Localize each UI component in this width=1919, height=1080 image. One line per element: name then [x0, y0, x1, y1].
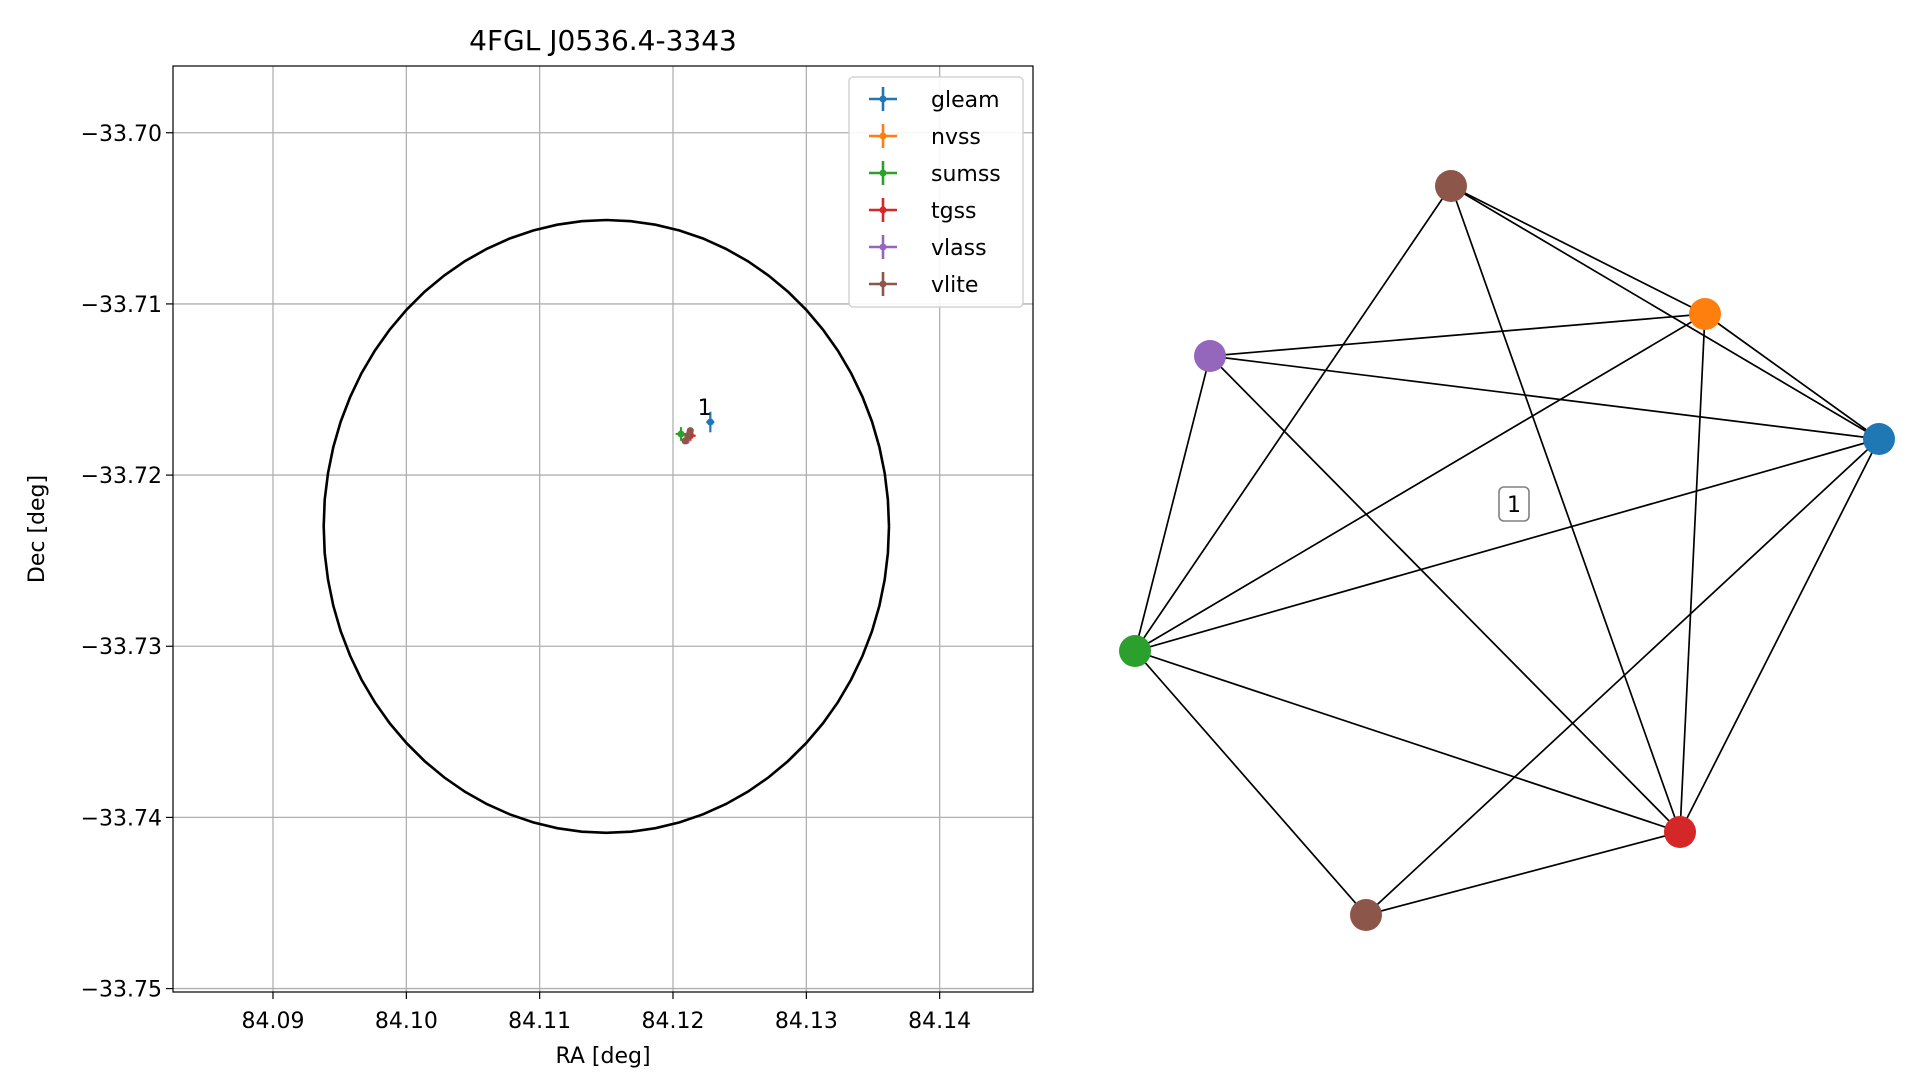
graph-edge [1450, 185, 1880, 440]
graph-edge [1365, 831, 1681, 916]
x-tick-label: 84.14 [908, 1009, 971, 1034]
legend-label: vlass [931, 236, 987, 261]
graph-node-blue [1863, 423, 1895, 455]
y-tick-label: −33.72 [81, 464, 162, 489]
graph-node-green [1119, 635, 1151, 667]
graph-edge [1209, 355, 1681, 833]
legend-label: gleam [931, 88, 1000, 113]
x-ticks: 84.09 84.10 84.11 84.12 84.13 84.14 [242, 992, 971, 1034]
legend-entry-sumss: sumss [869, 161, 1001, 187]
y-tick-label: −33.70 [81, 122, 162, 147]
graph-edge [1134, 650, 1681, 833]
point-sumss [675, 427, 687, 441]
graph-node-purple [1194, 340, 1226, 372]
network-graph: 1 [1119, 170, 1895, 931]
graph-edge [1679, 438, 1880, 833]
graph-edge [1209, 313, 1706, 357]
legend-label: vlite [931, 273, 978, 298]
graph-node-brown-top [1435, 170, 1467, 202]
x-axis-label: RA [deg] [555, 1044, 650, 1069]
point-annotation: 1 [698, 396, 712, 421]
annotations: 1 [698, 396, 712, 421]
extra-point [686, 427, 694, 435]
graph-edge [1704, 313, 1880, 440]
y-tick-label: −33.71 [81, 293, 162, 318]
plot-frame [172, 65, 1034, 993]
x-tick-label: 84.13 [775, 1009, 838, 1034]
graph-edge [1365, 438, 1880, 916]
x-tick-label: 84.09 [242, 1009, 305, 1034]
point-gleam [706, 411, 715, 433]
legend-entry-gleam: gleam [869, 87, 1000, 113]
legend-entry-nvss: nvss [869, 124, 981, 150]
chart-title: 4FGL J0536.4-3343 [469, 24, 737, 57]
y-tick-label: −33.73 [81, 635, 162, 660]
legend-label: tgss [931, 199, 977, 224]
scatter-plot: 1 84.09 84.10 84.11 84.12 84.13 84.14 −33.70−… [25, 24, 1034, 1069]
legend-entry-tgss: tgss [869, 198, 977, 224]
graph-node-red [1664, 816, 1696, 848]
legend-label: sumss [931, 162, 1001, 187]
graph-edge [1134, 185, 1452, 652]
grid [173, 66, 1033, 992]
graph-edge [1134, 355, 1211, 652]
y-tick-label: −33.74 [81, 806, 162, 831]
legend-entry-vlite: vlite [869, 272, 978, 298]
x-tick-label: 84.12 [642, 1009, 705, 1034]
legend: gleam nvss sumss tgss vlass vlite [848, 76, 1024, 308]
x-tick-label: 84.10 [375, 1009, 438, 1034]
y-axis-label: Dec [deg] [25, 475, 50, 583]
graph-label-text: 1 [1507, 493, 1521, 518]
x-tick-label: 84.11 [508, 1009, 571, 1034]
graph-node-brown-bottom [1350, 899, 1382, 931]
graph-edge [1679, 313, 1706, 833]
data-points [675, 411, 715, 445]
graph-nodes [1119, 170, 1895, 931]
y-tick-label: −33.75 [81, 978, 162, 1003]
graph-edge [1134, 650, 1367, 916]
graph-node-orange [1689, 298, 1721, 330]
uncertainty-ellipse [322, 218, 891, 835]
graph-edge [1209, 355, 1880, 440]
legend-frame [848, 76, 1024, 308]
graph-edge [1134, 313, 1706, 652]
y-ticks: −33.70 −33.71 −33.72 −33.73 −33.74 −33.75 [81, 122, 173, 1003]
graph-edge [1450, 185, 1706, 315]
ellipse-outline [322, 218, 891, 835]
graph-label-box [1498, 486, 1530, 522]
legend-label: nvss [931, 125, 981, 150]
graph-edge [1134, 438, 1880, 652]
graph-edge [1450, 185, 1681, 833]
extra-point [681, 437, 689, 445]
graph-label: 1 [1498, 486, 1530, 522]
legend-entry-vlass: vlass [869, 235, 987, 261]
graph-edges [1134, 185, 1880, 916]
